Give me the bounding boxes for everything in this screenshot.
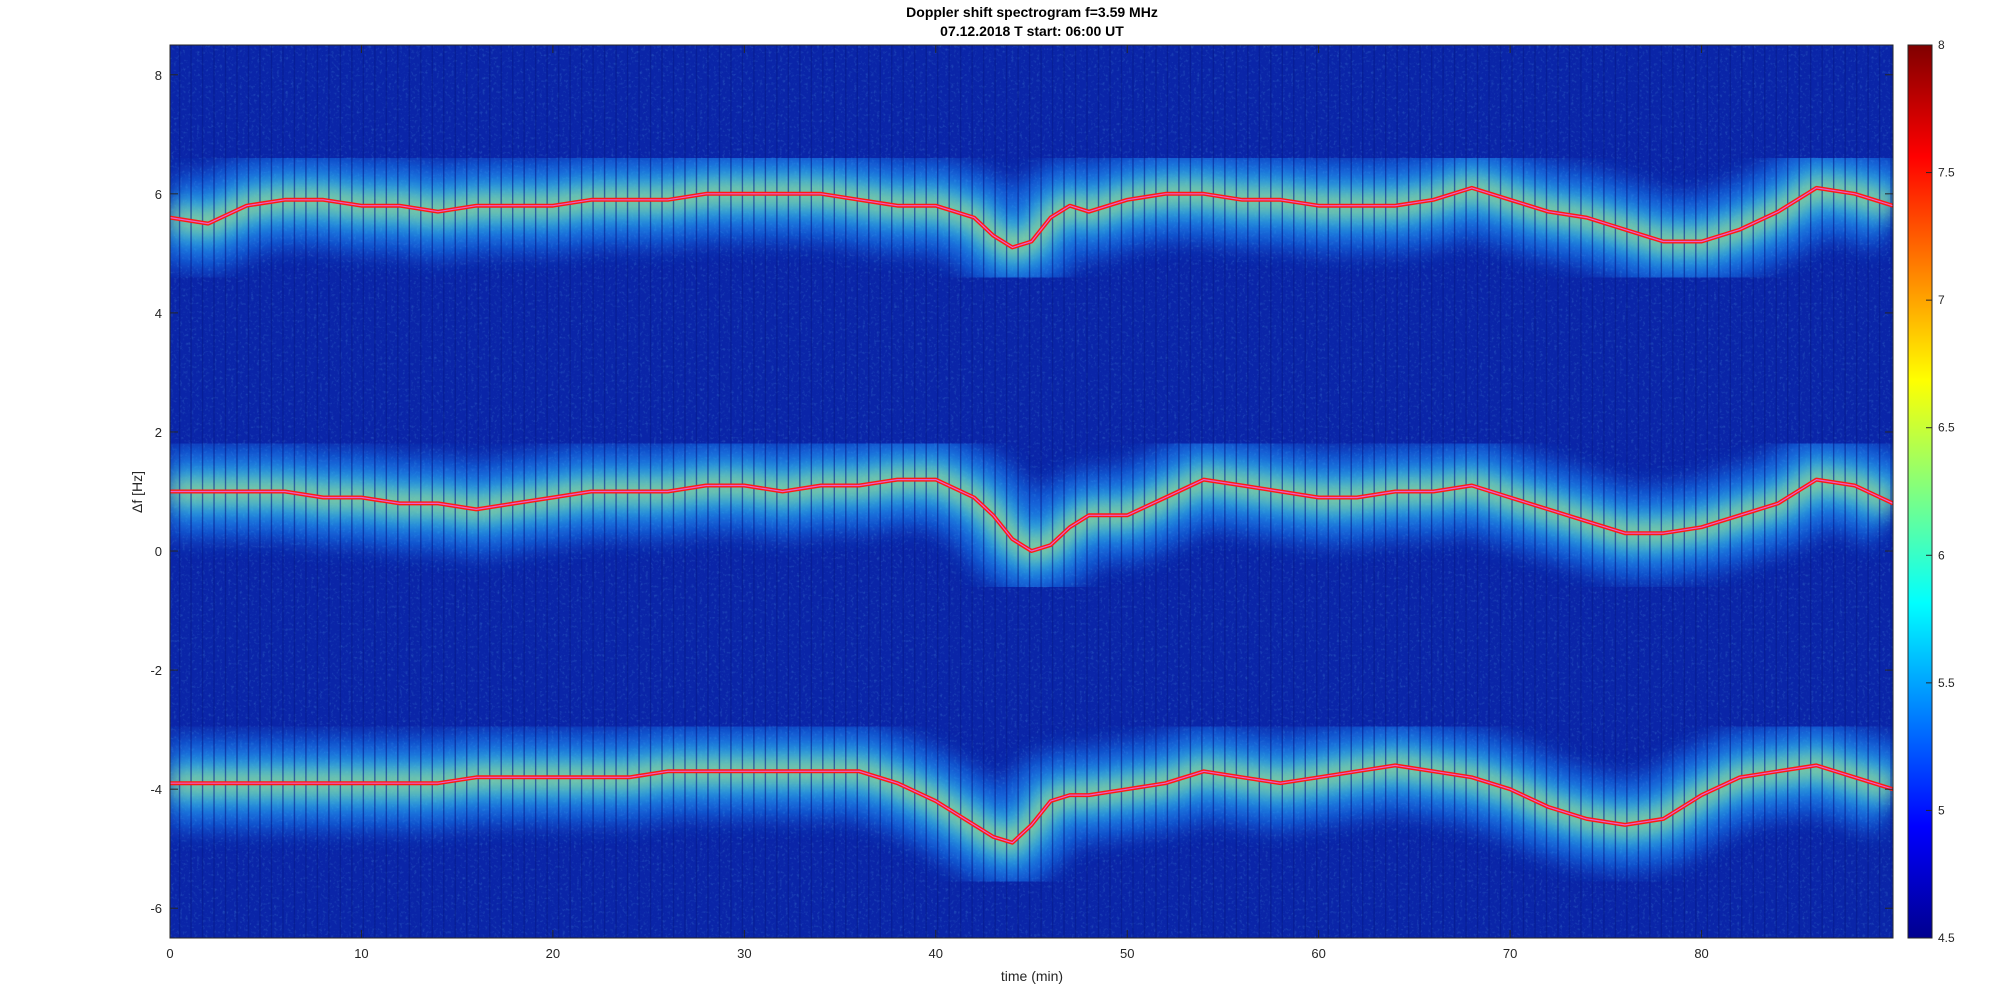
colorbar: 4.5 5 5.5 6 6.5 7 7.5 8 [1907, 38, 1955, 945]
y-tick-label: -4 [150, 782, 162, 797]
colorbar-tick-label: 7 [1938, 293, 1945, 307]
colorbar-tick-label: 5.5 [1938, 676, 1955, 690]
colorbar-tick-label: 4.5 [1938, 931, 1955, 945]
plot-area [169, 44, 1894, 939]
y-tick-label: 8 [155, 68, 162, 83]
y-tick-label: 0 [155, 544, 162, 559]
chart-title: Doppler shift spectrogram f=3.59 MHz [906, 4, 1158, 20]
y-axis: -6 -4 -2 0 2 4 6 8 [150, 68, 1893, 916]
colorbar-ticks: 4.5 5 5.5 6 6.5 7 7.5 8 [1926, 38, 1955, 945]
x-axis: 0 10 20 30 40 50 60 70 80 [166, 45, 1709, 961]
x-tick-label: 10 [354, 946, 368, 961]
x-tick-label: 80 [1694, 946, 1708, 961]
colorbar-tick-label: 7.5 [1938, 166, 1955, 180]
y-axis-label: Δf [Hz] [129, 471, 145, 513]
colorbar-tick-label: 8 [1938, 38, 1945, 52]
colorbar-tick-label: 5 [1938, 803, 1945, 817]
trace-lines [170, 185, 1893, 845]
x-tick-label: 50 [1120, 946, 1134, 961]
x-tick-label: 70 [1503, 946, 1517, 961]
y-tick-label: -6 [150, 901, 162, 916]
y-tick-label: 2 [155, 425, 162, 440]
x-tick-label: 60 [1311, 946, 1325, 961]
colorbar-gradient [1907, 44, 1933, 939]
x-tick-label: 30 [737, 946, 751, 961]
time-gaps [178, 45, 1892, 938]
colorbar-tick-label: 6.5 [1938, 421, 1955, 435]
plot-frame [169, 44, 1894, 939]
y-tick-label: 6 [155, 187, 162, 202]
series-trace-overlay [170, 479, 1893, 552]
chart-subtitle: 07.12.2018 T start: 06:00 UT [940, 23, 1124, 39]
x-axis-label: time (min) [1001, 968, 1063, 984]
y-tick-label: 4 [155, 306, 162, 321]
x-tick-label: 0 [166, 946, 173, 961]
colorbar-tick-label: 6 [1938, 548, 1945, 562]
x-tick-label: 40 [929, 946, 943, 961]
y-tick-label: -2 [150, 663, 162, 678]
x-tick-label: 20 [546, 946, 560, 961]
series-trace-overlay [170, 187, 1893, 248]
series-trace-overlay [170, 764, 1893, 844]
